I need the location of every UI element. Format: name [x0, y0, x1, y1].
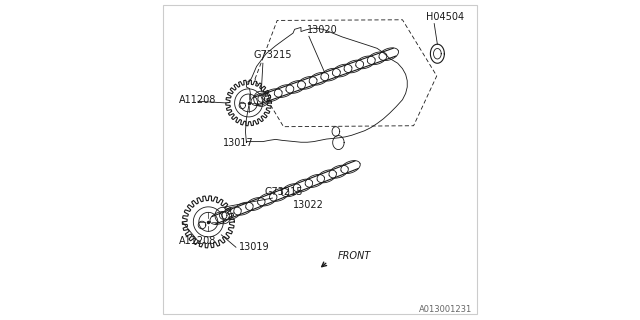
Text: 13020: 13020	[307, 25, 338, 35]
Text: 13017: 13017	[223, 138, 254, 148]
Text: G73215: G73215	[264, 187, 303, 197]
Text: 13019: 13019	[239, 243, 269, 252]
Text: A11208: A11208	[179, 236, 216, 246]
Text: 13022: 13022	[293, 200, 324, 210]
Text: A013001231: A013001231	[419, 305, 472, 314]
Text: G73215: G73215	[253, 51, 292, 60]
Text: A11208: A11208	[179, 95, 216, 105]
Text: FRONT: FRONT	[337, 251, 371, 261]
Text: H04504: H04504	[426, 12, 465, 22]
